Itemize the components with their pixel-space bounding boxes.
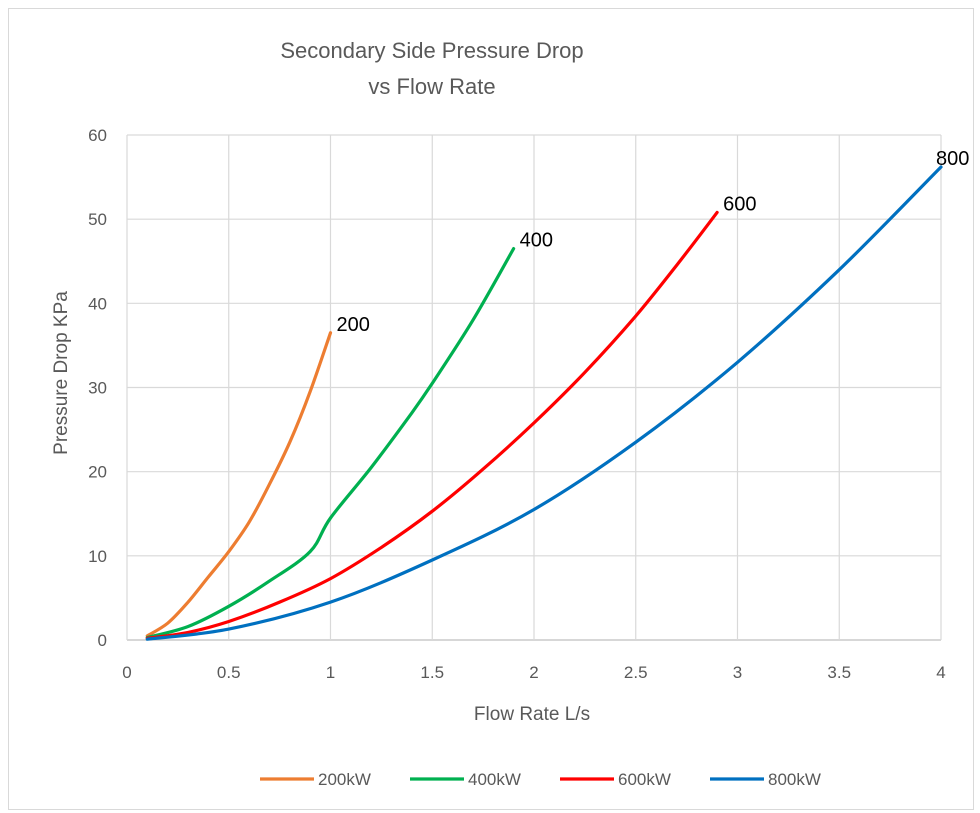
series-line-800kW [145, 165, 943, 641]
x-tick-label: 3.5 [827, 663, 851, 682]
chart-title-line-2: vs Flow Rate [368, 74, 495, 99]
x-tick-label: 3 [733, 663, 742, 682]
y-tick-label: 30 [88, 379, 107, 398]
legend-label-800kW: 800kW [768, 770, 821, 789]
gridlines [126, 134, 942, 641]
chart-title-line-1: Secondary Side Pressure Drop [280, 38, 583, 63]
y-axis-ticks: 0 10 20 30 40 50 60 [88, 126, 107, 650]
y-tick-label: 60 [88, 126, 107, 145]
x-axis-title: Flow Rate L/s [474, 704, 590, 725]
series-line-200kW [145, 331, 333, 638]
x-tick-label: 0.5 [217, 663, 241, 682]
end-label-200kW: 200 [337, 314, 370, 336]
x-tick-label: 2.5 [624, 663, 648, 682]
series-line-400kW [145, 247, 516, 640]
legend-label-400kW: 400kW [468, 770, 521, 789]
legend: 200kW 400kW 600kW 800kW [260, 770, 821, 789]
legend-label-600kW: 600kW [618, 770, 671, 789]
end-label-600kW: 600 [723, 193, 756, 215]
x-tick-label: 0 [122, 663, 131, 682]
legend-label-200kW: 200kW [318, 770, 371, 789]
series-lines [145, 165, 943, 641]
y-tick-label: 40 [88, 294, 107, 313]
y-tick-label: 50 [88, 210, 107, 229]
x-axis-ticks: 0 0.5 1 1.5 2 2.5 3 3.5 4 [122, 663, 945, 682]
x-tick-label: 4 [936, 663, 945, 682]
y-tick-label: 0 [98, 631, 107, 650]
y-tick-label: 10 [88, 547, 107, 566]
x-tick-label: 1.5 [420, 663, 444, 682]
series-end-labels: 200 400 600 800 [337, 148, 970, 336]
y-tick-label: 20 [88, 463, 107, 482]
end-label-800kW: 800 [936, 148, 969, 170]
x-tick-label: 2 [529, 663, 538, 682]
end-label-400kW: 400 [520, 230, 553, 252]
chart-area [8, 8, 974, 810]
y-axis-title: Pressure Drop KPa [51, 291, 72, 455]
x-tick-label: 1 [326, 663, 335, 682]
series-line-600kW [145, 210, 719, 640]
